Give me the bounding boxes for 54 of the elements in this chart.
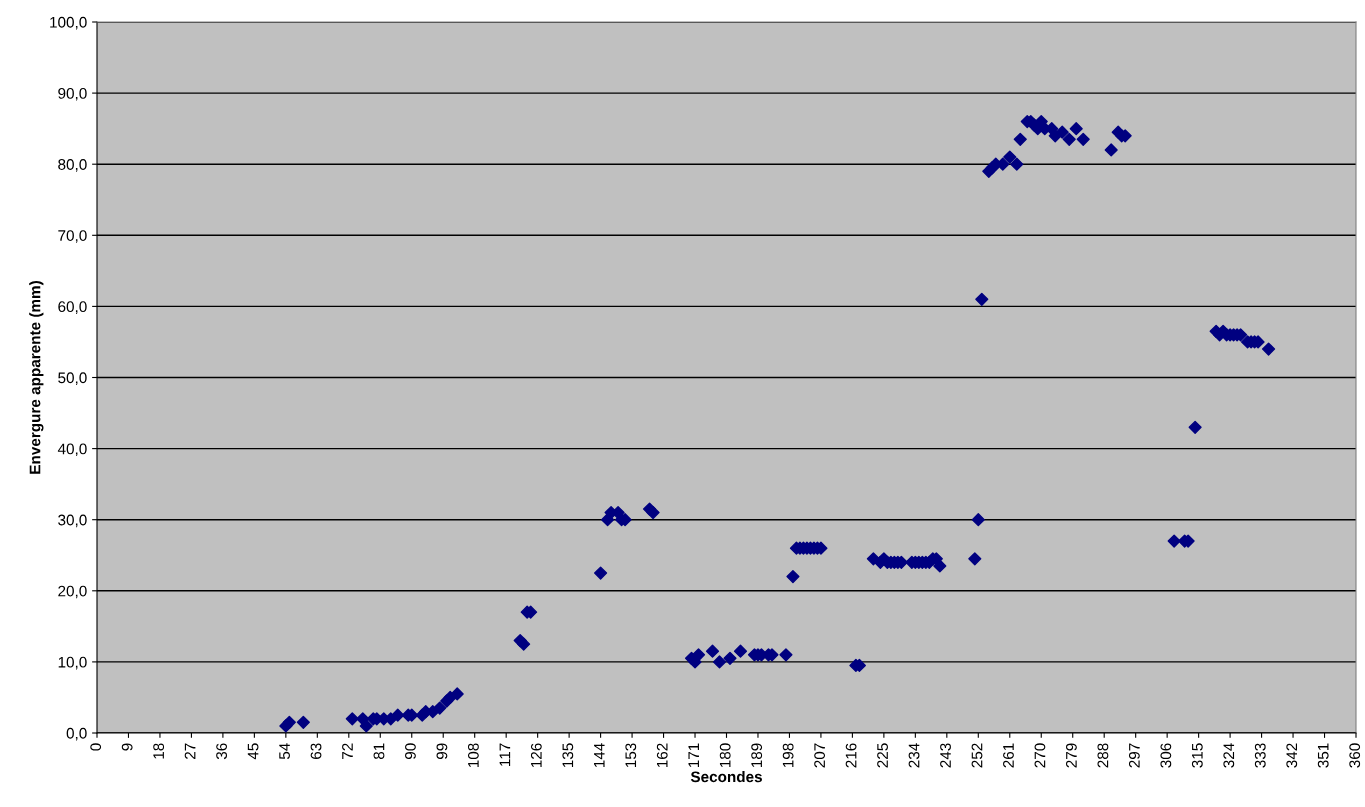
x-tick-label: 297 [1128, 743, 1140, 768]
x-tick-label: 54 [279, 743, 290, 760]
x-tick-label: 189 [751, 743, 763, 768]
x-tick-label: 225 [877, 743, 888, 768]
x-tick-label: 90 [405, 743, 416, 759]
x-tick-label: 63 [310, 743, 322, 759]
y-tick-label: 70,0 [58, 230, 87, 243]
x-tick-label: 135 [562, 743, 574, 768]
x-tick-label: 198 [782, 743, 794, 768]
y-tick-label: 30,0 [58, 514, 87, 528]
x-tick-label: 243 [940, 743, 951, 768]
x-tick-label: 270 [1034, 743, 1046, 768]
x-tick-label: 99 [436, 743, 448, 759]
x-tick-label: 27 [184, 743, 196, 759]
x-tick-label: 171 [688, 743, 699, 768]
y-tick-label: 0,0 [66, 727, 87, 741]
x-tick-label: 288 [1097, 743, 1109, 768]
y-tick-label: 60,0 [58, 301, 87, 314]
x-tick-label: 117 [499, 743, 511, 766]
y-tick-label: 10,0 [58, 656, 87, 670]
x-tick-label: 108 [467, 743, 479, 768]
x-tick-label: 180 [719, 743, 731, 768]
x-tick-label: 342 [1286, 743, 1298, 768]
y-tick-label: 40,0 [57, 443, 87, 457]
x-tick-label: 45 [247, 743, 259, 760]
x-tick-label: 351 [1317, 743, 1329, 768]
y-tick-label: 100,0 [50, 16, 87, 30]
x-tick-label: 360 [1349, 743, 1361, 768]
x-tick-label: 207 [814, 743, 826, 768]
y-tick-label: 90,0 [58, 87, 87, 101]
x-tick-label: 144 [594, 743, 605, 768]
x-tick-label: 72 [342, 743, 353, 759]
x-tick-label: 252 [971, 743, 983, 768]
x-tick-label: 126 [530, 743, 542, 768]
x-tick-label: 261 [1003, 743, 1014, 768]
x-tick-label: 9 [121, 743, 133, 751]
y-axis-title: Envergure apparente (mm) [29, 281, 44, 474]
x-tick-label: 162 [656, 743, 668, 768]
x-tick-label: 234 [908, 743, 920, 768]
x-tick-label: 324 [1223, 743, 1235, 768]
x-tick-label: 306 [1160, 743, 1172, 768]
y-tick-label: 50,0 [58, 372, 87, 385]
y-tick-label: 20,0 [58, 585, 87, 599]
x-tick-label: 153 [625, 743, 637, 768]
x-tick-label: 0 [90, 743, 102, 751]
x-tick-label: 18 [153, 743, 165, 759]
y-tick-label: 80,0 [58, 159, 87, 172]
x-tick-label: 333 [1254, 743, 1266, 768]
x-tick-label: 36 [216, 743, 227, 760]
x-tick-label: 216 [845, 743, 857, 768]
x-tick-label: 279 [1066, 743, 1077, 768]
x-tick-label: 315 [1191, 743, 1203, 768]
x-axis-title: Secondes [690, 770, 762, 783]
x-tick-label: 81 [373, 743, 385, 760]
